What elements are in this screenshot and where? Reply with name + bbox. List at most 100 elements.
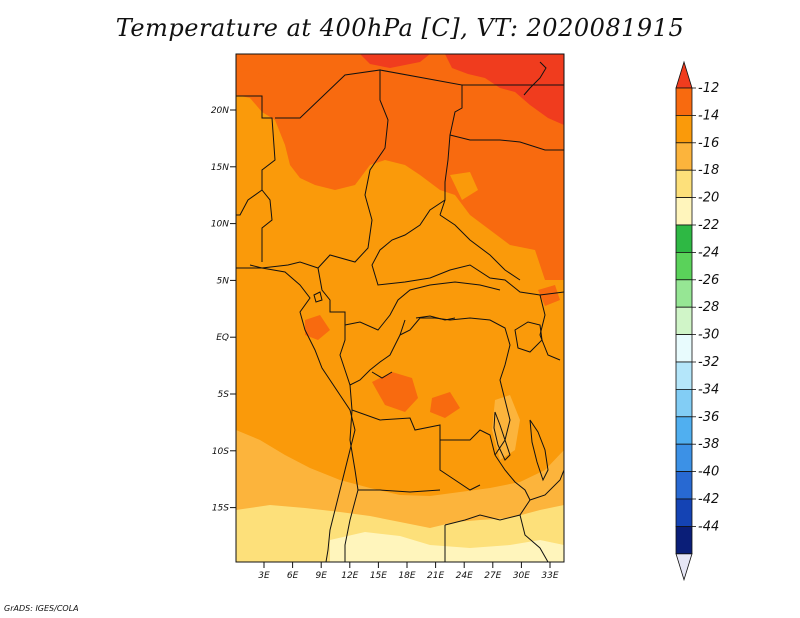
border-line	[444, 454, 531, 526]
field-patch-2	[450, 172, 478, 200]
colorbar-label: -42	[698, 492, 719, 507]
map-frame	[235, 53, 565, 563]
lon-tick-label: 3E	[258, 571, 270, 581]
colorbar-swatch	[675, 334, 693, 363]
river-line	[523, 61, 547, 96]
border-line	[449, 134, 564, 151]
lon-tick-label: 6E	[287, 571, 299, 581]
field-hot-top	[360, 54, 430, 68]
colorbar-swatch	[675, 169, 693, 198]
border-line	[371, 199, 564, 296]
colorbar-label: -28	[698, 300, 719, 315]
lat-tick-label: 20N	[211, 106, 229, 116]
border-line	[349, 384, 481, 491]
colorbar-bottom-arrow	[675, 553, 693, 582]
lon-tick-label: 33E	[541, 571, 558, 581]
lon-tick-label: 24E	[456, 571, 473, 581]
border-line	[317, 267, 501, 331]
lon-tick-label: 9E	[315, 571, 327, 581]
colorbar-swatch	[675, 306, 693, 336]
grads-credit: GrADS: IGES/COLA	[4, 604, 79, 613]
border-line	[358, 489, 441, 493]
field-patch-3	[372, 372, 418, 412]
colorbar-swatch	[675, 197, 693, 226]
colorbar-swatch	[675, 142, 693, 171]
field-patch-1	[236, 112, 275, 160]
lake-outline	[493, 411, 511, 461]
colorbar-swatch	[675, 224, 693, 253]
coastline	[236, 267, 356, 562]
colorbar-label: -16	[698, 136, 719, 151]
lon-tick-label: 21E	[427, 571, 444, 581]
colorbar-label: -36	[698, 410, 719, 425]
colorbar-label: -30	[698, 328, 719, 343]
colorbar-swatch	[675, 416, 693, 445]
colorbar-label: -26	[698, 273, 719, 288]
longitude-axis: 3E 6E 9E 12E 15E 18E 21E 24E 27E 30E 33E	[258, 562, 559, 581]
colorbar: -12 -14 -16 -18 -20 -22 -24 -26 -28 -30 -32 -34 -36 -…	[675, 60, 719, 582]
colorbar-label: -40	[698, 465, 719, 480]
lat-tick-label: EQ	[216, 333, 229, 343]
lake-outline	[529, 419, 549, 482]
lake-outline	[514, 321, 543, 353]
lat-tick-label: 15S	[212, 504, 229, 514]
lon-tick-label: 12E	[341, 571, 358, 581]
lat-tick-label: 5S	[218, 390, 230, 400]
border-line	[236, 95, 276, 216]
border-line	[440, 429, 496, 456]
political-borders	[236, 61, 564, 562]
border-line	[399, 317, 511, 456]
field-patch-5	[305, 315, 330, 340]
field-warm-patch-west	[236, 54, 300, 78]
colorbar-label: -34	[698, 382, 719, 397]
field-east-streak	[492, 395, 520, 460]
lon-tick-label: 27E	[484, 571, 501, 581]
field-warm-north	[236, 54, 564, 280]
border-line	[339, 312, 406, 386]
lat-tick-label: 10S	[212, 447, 229, 457]
colorbar-swatch	[675, 498, 693, 527]
lon-tick-label: 18E	[398, 571, 415, 581]
border-line	[261, 189, 273, 262]
colorbar-swatch	[675, 87, 693, 116]
colorbar-swatch	[675, 251, 693, 281]
lat-tick-label: 10N	[211, 220, 229, 230]
colorbar-swatch	[675, 279, 693, 308]
colorbar-label: -20	[698, 191, 719, 206]
border-line	[249, 69, 389, 269]
temperature-field	[236, 54, 564, 562]
lake-outline	[371, 371, 393, 379]
latitude-axis: 20N 15N 10N 5N EQ 5S 10S 15S	[211, 106, 236, 514]
border-line	[529, 469, 564, 501]
field-patch-6	[538, 285, 560, 306]
lon-tick-label: 15E	[370, 571, 387, 581]
lon-tick-label: 30E	[513, 571, 530, 581]
colorbar-label: -32	[698, 355, 719, 370]
colorbar-label: -22	[698, 218, 719, 233]
map-title: Temperature at 400hPa [C], VT: 202008191…	[115, 14, 685, 42]
colorbar-label: -18	[698, 163, 719, 178]
colorbar-swatch	[675, 443, 693, 473]
colorbar-label: -14	[698, 108, 719, 123]
colorbar-label: -44	[698, 519, 719, 534]
border-line	[519, 514, 549, 562]
lat-tick-label: 15N	[211, 163, 229, 173]
lake-outline	[415, 315, 456, 321]
field-hot-ne	[445, 54, 564, 125]
lake-outline	[313, 291, 323, 303]
border-line	[539, 294, 561, 361]
colorbar-swatch	[675, 388, 693, 418]
field-coldest-south	[330, 532, 564, 562]
colorbar-label: -38	[698, 437, 719, 452]
colorbar-swatch	[675, 471, 693, 500]
colorbar-swatch	[675, 115, 693, 144]
border-line	[439, 214, 521, 281]
colorbar-label: -24	[698, 245, 719, 260]
field-patch-4	[430, 392, 460, 418]
colorbar-label: -12	[698, 81, 719, 96]
colorbar-swatch	[675, 361, 693, 390]
colorbar-top-arrow	[675, 60, 693, 89]
lat-tick-label: 5N	[217, 276, 230, 286]
colorbar-swatch	[675, 526, 693, 555]
